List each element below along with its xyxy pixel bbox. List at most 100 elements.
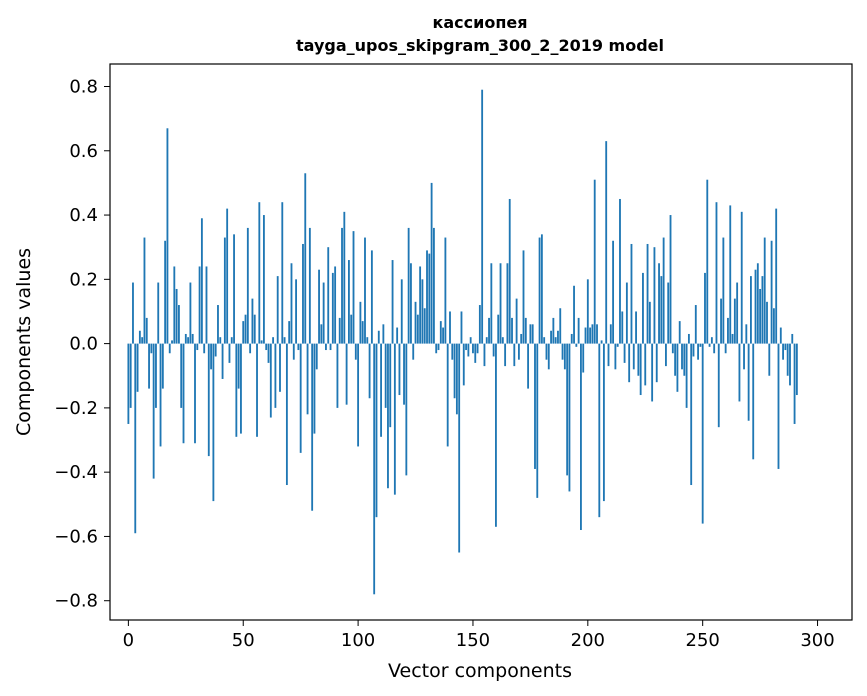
bar bbox=[655, 343, 658, 383]
bar bbox=[276, 276, 279, 344]
bar bbox=[740, 211, 743, 344]
bar bbox=[692, 343, 695, 357]
bar bbox=[628, 343, 631, 383]
bar bbox=[642, 272, 644, 344]
bar bbox=[557, 330, 559, 344]
bar bbox=[713, 343, 716, 354]
bar bbox=[200, 218, 203, 344]
bar bbox=[414, 301, 417, 344]
bar bbox=[492, 343, 495, 357]
bar bbox=[747, 343, 750, 421]
bar bbox=[246, 227, 249, 344]
bar bbox=[253, 314, 256, 344]
bar bbox=[237, 343, 240, 389]
bar bbox=[249, 343, 252, 354]
x-tick-label: 0 bbox=[123, 630, 134, 651]
bar bbox=[430, 182, 433, 344]
bar bbox=[331, 272, 334, 344]
bar bbox=[683, 343, 686, 376]
bar bbox=[235, 343, 238, 437]
bar bbox=[687, 333, 690, 344]
bar bbox=[196, 343, 199, 351]
bar bbox=[513, 343, 516, 367]
bar bbox=[554, 337, 557, 344]
bar bbox=[161, 343, 164, 389]
bar bbox=[495, 343, 497, 527]
bar bbox=[352, 231, 355, 344]
bar bbox=[387, 343, 389, 489]
bar bbox=[221, 343, 224, 379]
bar bbox=[763, 237, 766, 344]
bar bbox=[446, 343, 449, 447]
bar bbox=[134, 343, 137, 534]
bar bbox=[357, 343, 360, 447]
bar bbox=[789, 343, 791, 386]
bar bbox=[534, 343, 536, 469]
bar bbox=[189, 282, 192, 344]
chart-subtitle: tayga_upos_skipgram_300_2_2019 model bbox=[296, 36, 664, 55]
bar bbox=[393, 343, 396, 495]
bar bbox=[297, 343, 300, 351]
bar bbox=[630, 243, 633, 344]
bar bbox=[559, 308, 562, 344]
bar bbox=[540, 234, 543, 344]
bar bbox=[396, 327, 399, 344]
bar bbox=[421, 279, 424, 344]
bar bbox=[274, 343, 277, 408]
chart-title: кассиопея bbox=[432, 13, 527, 32]
bar bbox=[267, 343, 270, 363]
bar bbox=[322, 282, 325, 344]
bar bbox=[591, 324, 594, 344]
bar bbox=[187, 337, 190, 344]
bar bbox=[437, 343, 440, 351]
bar bbox=[660, 276, 663, 344]
bar bbox=[791, 333, 794, 344]
bar bbox=[412, 343, 415, 360]
bar bbox=[166, 128, 169, 344]
bar bbox=[428, 253, 431, 344]
bar bbox=[230, 337, 233, 344]
bar bbox=[451, 343, 454, 360]
bar bbox=[327, 247, 330, 344]
bar bbox=[784, 343, 787, 351]
bar bbox=[265, 343, 268, 351]
bar bbox=[150, 343, 153, 354]
y-tick-label: 0.0 bbox=[69, 334, 98, 355]
bar bbox=[210, 343, 212, 370]
bar bbox=[736, 282, 739, 344]
y-axis-label: Components values bbox=[13, 248, 35, 436]
bar bbox=[678, 321, 681, 344]
bar bbox=[733, 298, 736, 344]
bar bbox=[637, 343, 640, 376]
bar bbox=[504, 343, 507, 367]
bar bbox=[191, 333, 194, 344]
bar bbox=[152, 343, 155, 479]
bar bbox=[529, 324, 532, 344]
bar bbox=[359, 301, 362, 344]
bar bbox=[320, 324, 323, 344]
bar bbox=[432, 227, 435, 344]
bar bbox=[345, 343, 348, 405]
bar bbox=[478, 305, 481, 344]
bar bbox=[269, 343, 272, 418]
bar bbox=[593, 179, 596, 344]
bar bbox=[531, 324, 534, 344]
bar bbox=[442, 327, 445, 344]
bar bbox=[439, 321, 442, 344]
bar bbox=[214, 343, 217, 357]
bar bbox=[570, 333, 573, 344]
bar bbox=[377, 330, 380, 344]
bar bbox=[308, 227, 311, 344]
bar bbox=[715, 202, 718, 344]
bar bbox=[754, 269, 757, 344]
y-tick-label: −0.4 bbox=[54, 462, 98, 483]
bar bbox=[586, 279, 589, 344]
bar bbox=[219, 337, 222, 344]
bar bbox=[669, 215, 672, 344]
bar bbox=[168, 343, 171, 354]
bar bbox=[699, 343, 702, 347]
x-tick-label: 100 bbox=[341, 630, 375, 651]
bar bbox=[467, 343, 470, 357]
bar bbox=[552, 317, 555, 344]
